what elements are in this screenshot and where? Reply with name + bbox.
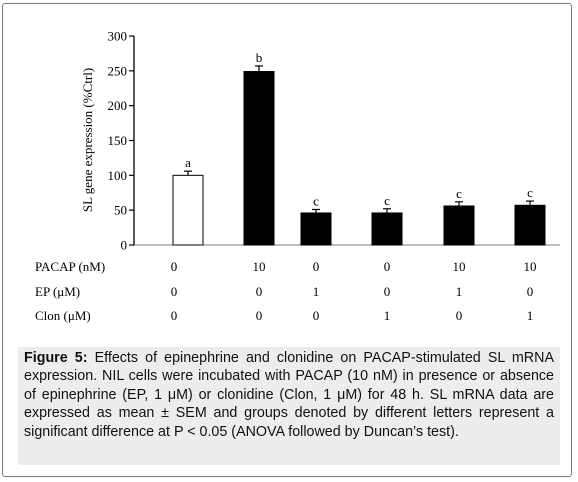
treatment-value: 0 [256, 284, 263, 299]
y-tick-label: 150 [108, 133, 128, 148]
treatment-label: PACAP (nM) [35, 259, 105, 274]
figure-caption: Figure 5: Effects of epinephrine and clo… [18, 347, 560, 465]
treatment-value: 10 [453, 259, 466, 274]
bar [514, 204, 546, 246]
y-axis-label: SL gene expression (%Ctrl) [80, 68, 95, 212]
treatment-value: 10 [524, 259, 537, 274]
y-tick-label: 100 [108, 168, 128, 183]
significance-letter: a [185, 155, 191, 170]
bar [443, 205, 475, 246]
significance-letter: c [313, 193, 319, 208]
treatment-value: 1 [384, 308, 391, 323]
treatment-value: 0 [256, 308, 263, 323]
treatment-value: 0 [527, 284, 534, 299]
y-tick-label: 300 [108, 29, 128, 44]
significance-letter: c [456, 186, 462, 201]
treatment-label: EP (μM) [35, 284, 80, 299]
treatment-value: 10 [253, 259, 266, 274]
y-tick-label: 0 [121, 238, 128, 253]
treatment-value: 1 [313, 284, 320, 299]
treatment-value: 1 [527, 308, 534, 323]
treatment-label: Clon (μM) [35, 308, 91, 323]
y-tick-label: 200 [108, 98, 128, 113]
treatment-value: 0 [456, 308, 463, 323]
y-tick-label: 250 [108, 63, 128, 78]
figure-frame [2, 3, 572, 477]
y-tick-label: 50 [114, 203, 127, 218]
caption-text: Effects of epinephrine and clonidine on … [24, 350, 554, 440]
treatment-value: 0 [171, 259, 178, 274]
treatment-value: 0 [313, 259, 320, 274]
caption-label: Figure 5: [24, 350, 88, 366]
treatment-value: 0 [384, 284, 391, 299]
bar [300, 212, 332, 246]
bar [172, 174, 204, 246]
treatment-value: 1 [456, 284, 463, 299]
bar [371, 212, 403, 246]
bar [243, 71, 275, 246]
significance-letter: c [527, 185, 533, 200]
treatment-value: 0 [384, 259, 391, 274]
significance-letter: c [384, 193, 390, 208]
treatment-value: 0 [171, 284, 178, 299]
significance-letter: b [256, 50, 263, 65]
treatment-value: 0 [313, 308, 320, 323]
treatment-value: 0 [171, 308, 178, 323]
